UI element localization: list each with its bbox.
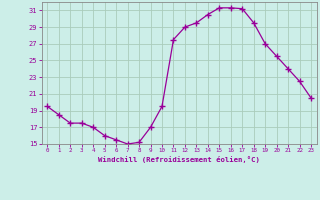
X-axis label: Windchill (Refroidissement éolien,°C): Windchill (Refroidissement éolien,°C) [98,156,260,163]
